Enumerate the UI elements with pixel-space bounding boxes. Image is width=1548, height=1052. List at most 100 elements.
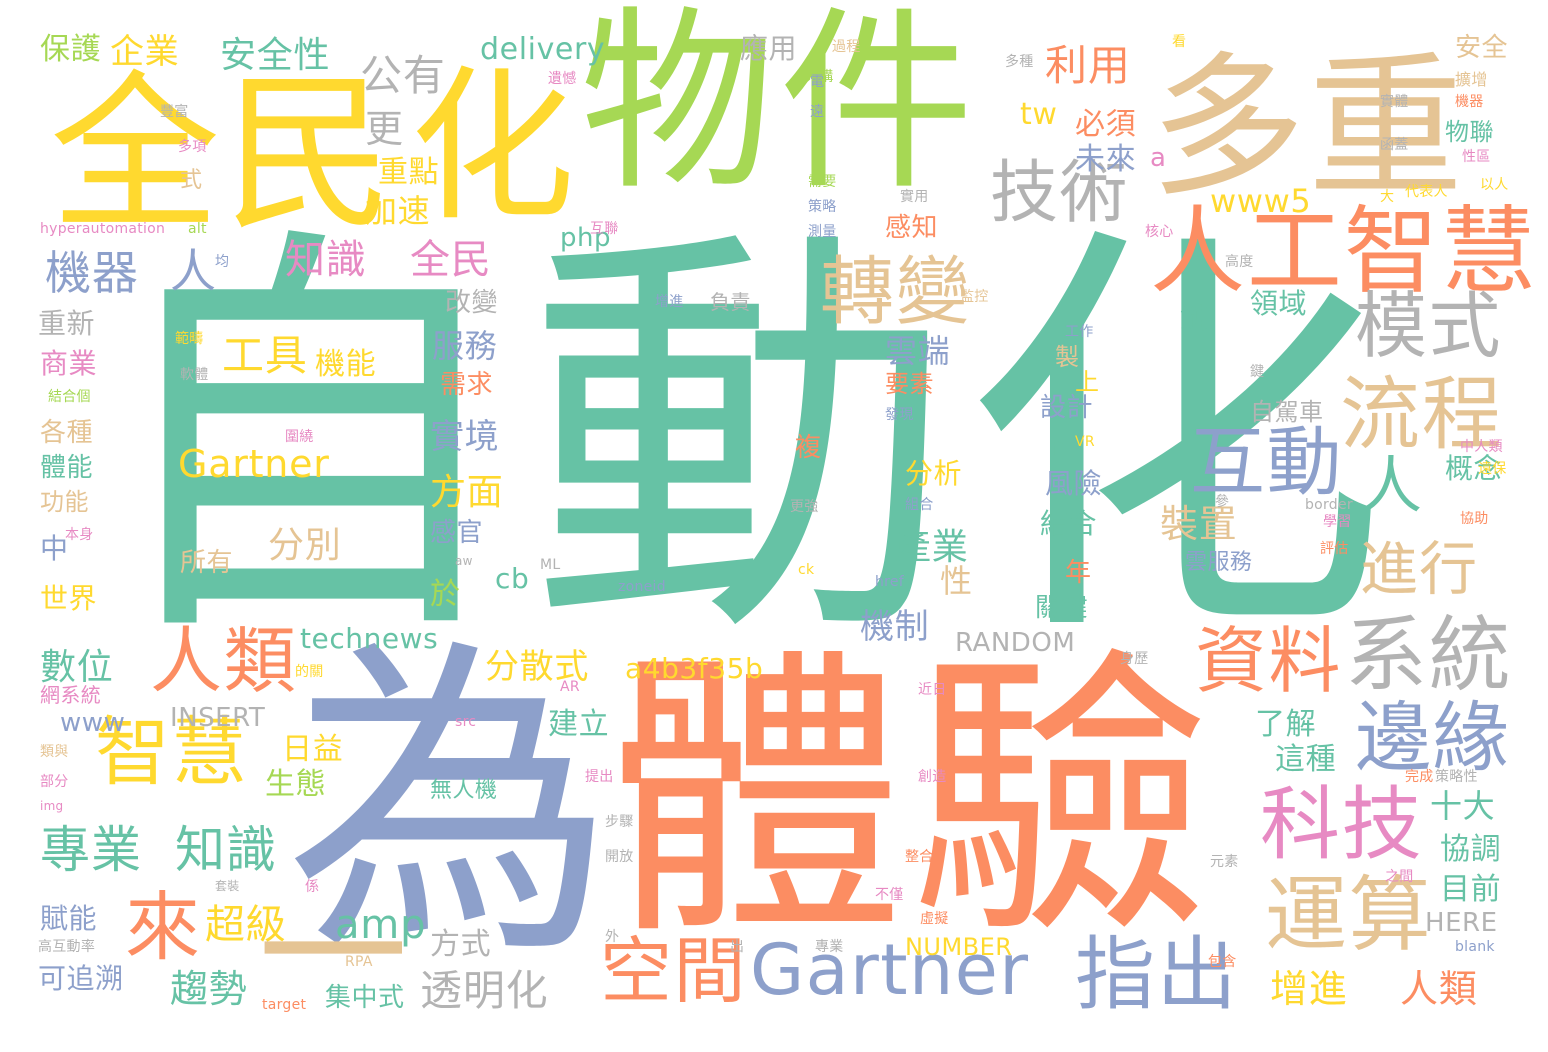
word-regret: 遺憾 (548, 71, 577, 87)
word-all-people: 全民 (50, 56, 397, 254)
word-surround: 圍繞 (285, 429, 314, 445)
word-function-2: 功能 (40, 488, 89, 516)
word-www: www (60, 708, 126, 738)
word-edge: 邊緣 (1355, 693, 1511, 782)
word-knowledge-2: 知識 (285, 237, 367, 283)
word-service: 服務 (432, 327, 498, 365)
word-concept: 概念 (1445, 452, 1503, 485)
word-aw: aw (455, 554, 473, 568)
word-application: 應用 (740, 32, 798, 65)
word-part: 部分 (40, 774, 69, 790)
word-interconnect: 互聯 (590, 221, 619, 237)
word-distributed: 分散式 (485, 647, 590, 687)
word-transparency: 透明化 (420, 966, 549, 1015)
word-insert: INSERT (170, 703, 266, 733)
word-coordinate: 協調 (1440, 832, 1502, 867)
word-responsible: 負責 (710, 290, 751, 314)
word-wisdom: 智慧 (95, 708, 249, 796)
word-more: 更 (365, 107, 404, 151)
word-vr: VR (1075, 434, 1095, 450)
word-analysis: 分析 (905, 457, 963, 490)
word-various: 各種 (40, 418, 94, 448)
word-here: HERE (1425, 908, 1498, 938)
word-element: 元素 (1210, 854, 1239, 870)
word-security: 安全性 (220, 35, 331, 76)
word-multiple: 多重 (1150, 37, 1467, 218)
word-contain: 包含 (1208, 954, 1237, 970)
word-humans-2: 人類 (1400, 967, 1478, 1011)
word-chain: 鏈 (1180, 302, 1209, 335)
word-reality: 實境 (430, 417, 500, 457)
word-recently: 近日 (918, 682, 947, 698)
word-cb: cb (495, 562, 530, 595)
word-rpa: RPA (345, 954, 373, 970)
word-complex: 複 (795, 433, 822, 463)
word-practical: 實用 (900, 189, 929, 205)
word-empower: 賦能 (40, 902, 98, 935)
word-immersive: 身歷 (1120, 651, 1149, 667)
word-nature: 性 (940, 562, 973, 600)
word-far: 遠 (810, 104, 825, 120)
word-amp: amp (335, 902, 427, 948)
word-alt: alt (188, 221, 207, 237)
word-person-small: 人 (170, 244, 217, 298)
word-outside: 外 (605, 929, 620, 945)
word-ecology: 生態 (265, 767, 327, 802)
word-not-only: 不僅 (875, 887, 904, 903)
word-renew: 重新 (38, 307, 96, 340)
word-all: 所有 (180, 548, 234, 578)
word-work: 工作 (1065, 324, 1094, 340)
word-commerce: 商業 (40, 347, 98, 380)
word-cover: 函蓋 (1380, 137, 1409, 153)
word-software: 軟體 (180, 367, 209, 383)
word-system: 系統 (1345, 608, 1513, 703)
word-up: 上 (1075, 368, 1100, 396)
word-relation: 的關 (295, 664, 324, 680)
word-create: 創造 (918, 769, 947, 785)
word-need: 需要 (808, 174, 837, 190)
word-build: 建立 (548, 707, 610, 742)
word-augment: 擴增 (1455, 70, 1488, 89)
word-kind-and: 類與 (40, 744, 69, 760)
word-understand: 了解 (1255, 707, 1317, 742)
word-accelerate: 加速 (365, 192, 431, 230)
word-evaluate: 評估 (1320, 541, 1349, 557)
word-target: target (262, 997, 307, 1013)
word-combine: 結合 (1040, 507, 1098, 540)
word-mode: 模式 (1355, 284, 1502, 368)
word-protect: 保護 (40, 32, 102, 67)
word-world: 世界 (40, 582, 98, 615)
word-transform: 轉變 (820, 249, 971, 335)
word-public: 公有 (360, 51, 446, 100)
word-key-char: 鍵 (1250, 364, 1265, 380)
word-hyperautomation: hyperautomation (40, 221, 166, 237)
word-php: php (560, 223, 612, 253)
word-co-build: 共構 (805, 69, 834, 85)
word-one: 一 (258, 868, 412, 1042)
word-out: 出 (730, 939, 745, 955)
word-perceive: 感知 (885, 213, 939, 243)
word-combine-individual: 結合個 (48, 389, 91, 405)
word-ck: ck (798, 562, 815, 578)
word-integrate: 整合 (905, 849, 934, 865)
word-must: 必須 (1075, 107, 1137, 142)
word-utilize: 利用 (1045, 41, 1131, 90)
word-proceed: 進行 (1360, 535, 1479, 603)
word-come: 來 (125, 883, 202, 971)
word-domain: 領域 (1250, 287, 1308, 320)
word-person: 人 (1360, 449, 1424, 522)
word-src: src (455, 714, 477, 730)
word-risk: 風險 (1045, 467, 1103, 500)
word-data: 資料 (1195, 619, 1342, 703)
word-number: NUMBER (905, 933, 1013, 961)
word-design: 設計 (1040, 393, 1094, 423)
word-this: 遠保 (1478, 461, 1507, 477)
word-measure: 測量 (808, 224, 837, 240)
word-style: 式 (180, 168, 203, 193)
word-itself: 本身 (65, 527, 94, 543)
word-hua: 化 (410, 51, 579, 243)
word-drone: 無人機 (430, 778, 498, 803)
word-change: 改變 (445, 288, 499, 318)
word-cloud-term: 雲端 (885, 332, 951, 370)
